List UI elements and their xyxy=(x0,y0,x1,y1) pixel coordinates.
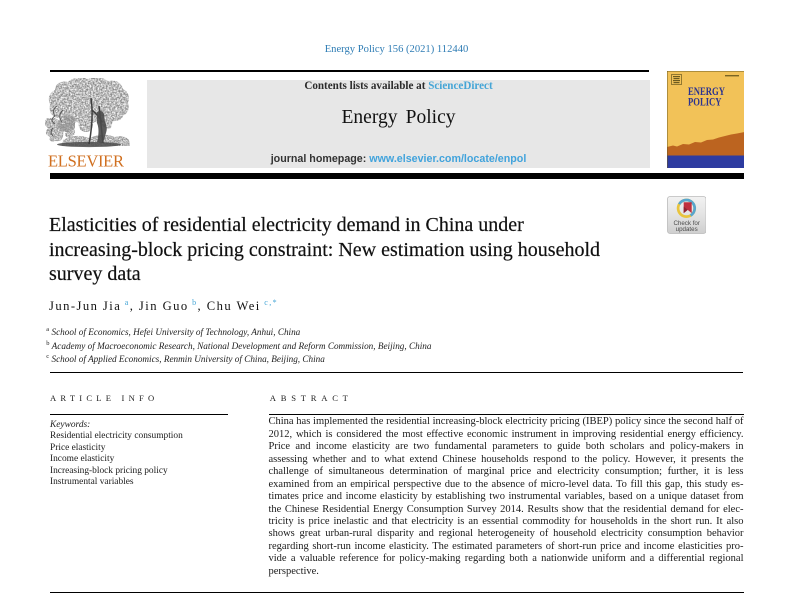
svg-text:Check for: Check for xyxy=(673,219,699,226)
svg-text:updates: updates xyxy=(675,225,697,232)
svg-text:ENERGY: ENERGY xyxy=(688,84,725,98)
svg-text:ELSEVIER: ELSEVIER xyxy=(48,152,124,171)
svg-text:POLICY: POLICY xyxy=(688,94,722,108)
